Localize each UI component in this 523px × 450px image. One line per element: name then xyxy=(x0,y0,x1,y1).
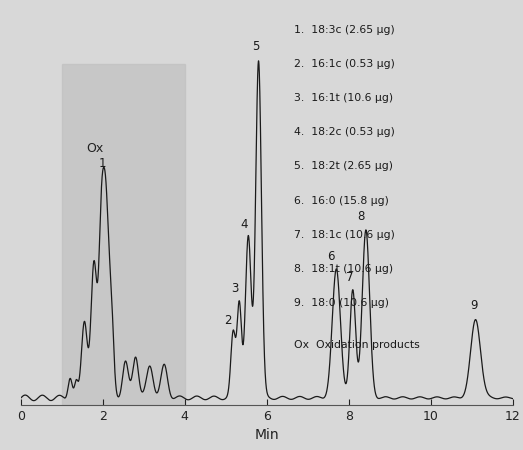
Text: 9.  18:0 (10.6 μg): 9. 18:0 (10.6 μg) xyxy=(294,298,389,308)
Text: 1.  18:3c (2.65 μg): 1. 18:3c (2.65 μg) xyxy=(294,25,394,35)
Text: 6.  16:0 (15.8 μg): 6. 16:0 (15.8 μg) xyxy=(294,196,389,206)
Text: 5.  18:2t (2.65 μg): 5. 18:2t (2.65 μg) xyxy=(294,162,393,171)
X-axis label: Min: Min xyxy=(254,428,279,442)
Text: Ox  Oxidation products: Ox Oxidation products xyxy=(294,340,419,350)
Text: 4.  18:2c (0.53 μg): 4. 18:2c (0.53 μg) xyxy=(294,127,395,137)
Text: Ox: Ox xyxy=(86,142,104,155)
Text: 9: 9 xyxy=(470,299,477,312)
Bar xyxy=(62,64,185,405)
Text: 4: 4 xyxy=(240,218,247,230)
Text: 2: 2 xyxy=(224,314,232,327)
Text: 8.  18:1t (10.6 μg): 8. 18:1t (10.6 μg) xyxy=(294,264,393,274)
Text: 8: 8 xyxy=(357,211,365,224)
Text: 2.  16:1c (0.53 μg): 2. 16:1c (0.53 μg) xyxy=(294,59,395,69)
Text: 1: 1 xyxy=(99,157,107,170)
Text: 7: 7 xyxy=(346,271,354,284)
Text: 6: 6 xyxy=(327,250,335,263)
Text: 3.  16:1t (10.6 μg): 3. 16:1t (10.6 μg) xyxy=(294,93,393,104)
Text: 7.  18:1c (10.6 μg): 7. 18:1c (10.6 μg) xyxy=(294,230,395,239)
Text: 3: 3 xyxy=(231,282,238,295)
Text: 5: 5 xyxy=(252,40,259,53)
